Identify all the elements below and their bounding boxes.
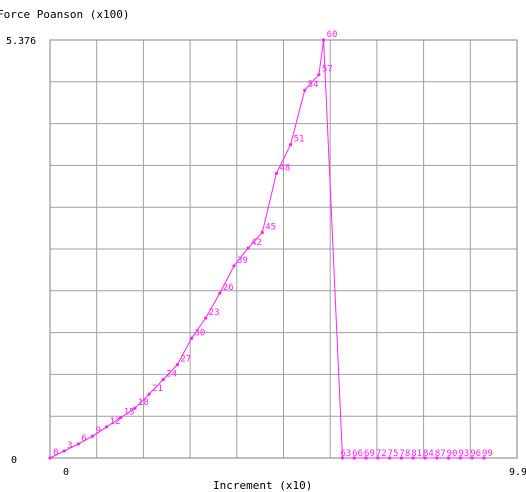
data-point	[376, 456, 380, 460]
point-label: 42	[251, 238, 262, 248]
point-label: 81	[411, 449, 422, 459]
point-label: 45	[265, 223, 276, 233]
point-label: 48	[279, 163, 290, 173]
data-point	[161, 377, 165, 382]
point-label: 51	[294, 135, 305, 145]
point-label: 0	[53, 448, 58, 458]
data-point	[303, 88, 307, 92]
data-point	[147, 392, 151, 396]
point-label: 60	[327, 30, 338, 40]
y-axis-title: Force Poanson (x100)	[0, 8, 129, 21]
point-label: 9	[95, 426, 100, 436]
data-point	[435, 456, 439, 460]
data-point	[470, 456, 474, 460]
point-label: 23	[209, 308, 220, 318]
data-point	[364, 456, 368, 460]
point-label: 72	[376, 449, 387, 459]
point-label: 54	[308, 80, 319, 90]
data-point	[274, 171, 279, 176]
data-point	[204, 316, 208, 320]
x-tick-label-min: 0	[63, 467, 69, 478]
data-point	[260, 230, 264, 235]
data-point	[340, 456, 345, 460]
point-label: 18	[138, 398, 149, 408]
point-labels: 0369121518212427302326394245485154576063…	[53, 30, 493, 459]
point-label: 26	[223, 283, 234, 293]
y-tick-label-min: 0	[11, 455, 17, 466]
data-point	[105, 425, 109, 429]
data-points	[48, 38, 486, 460]
x-tick-label-max: 9.9	[509, 467, 526, 478]
point-label: 6	[81, 434, 86, 444]
data-point	[423, 456, 427, 460]
data-point	[90, 434, 95, 438]
data-point	[133, 406, 137, 410]
data-point	[321, 38, 326, 42]
x-axis-title: Increment (x10)	[213, 479, 312, 492]
data-point	[246, 246, 250, 250]
data-point	[388, 456, 392, 460]
point-label: 69	[364, 449, 375, 459]
point-label: 90	[447, 449, 458, 459]
data-point	[447, 456, 451, 460]
point-label: 15	[124, 408, 135, 418]
data-point	[189, 336, 194, 340]
point-label: 87	[435, 449, 446, 459]
point-label: 3	[67, 441, 72, 451]
series-line	[49, 39, 484, 459]
point-label: 21	[152, 384, 163, 394]
point-label: 84	[423, 449, 434, 459]
data-point	[411, 456, 415, 460]
data-point	[458, 456, 462, 460]
plot-frame	[49, 39, 518, 459]
data-point	[399, 456, 404, 460]
point-label: 24	[166, 369, 177, 379]
data-point	[218, 291, 222, 295]
point-label: 66	[352, 449, 363, 459]
point-label: 63	[340, 449, 351, 459]
point-label: 30	[195, 328, 206, 338]
data-point	[232, 264, 236, 268]
data-point	[352, 456, 356, 460]
grid	[50, 40, 517, 458]
point-label: 99	[482, 449, 493, 459]
data-point	[48, 456, 52, 460]
data-point	[288, 143, 293, 147]
data-point	[62, 449, 66, 453]
data-point	[482, 456, 486, 460]
data-point	[76, 442, 80, 446]
point-label: 93	[458, 449, 469, 459]
point-label: 12	[110, 417, 121, 427]
y-tick-label-max: 5.376	[6, 36, 36, 47]
point-label: 27	[180, 355, 191, 365]
data-point	[317, 73, 321, 77]
data-point	[175, 363, 179, 367]
point-label: 39	[237, 256, 248, 266]
point-label: 78	[399, 449, 410, 459]
data-point	[119, 415, 123, 420]
point-label: 57	[322, 65, 333, 75]
point-label: 96	[470, 449, 481, 459]
point-label: 75	[388, 449, 399, 459]
